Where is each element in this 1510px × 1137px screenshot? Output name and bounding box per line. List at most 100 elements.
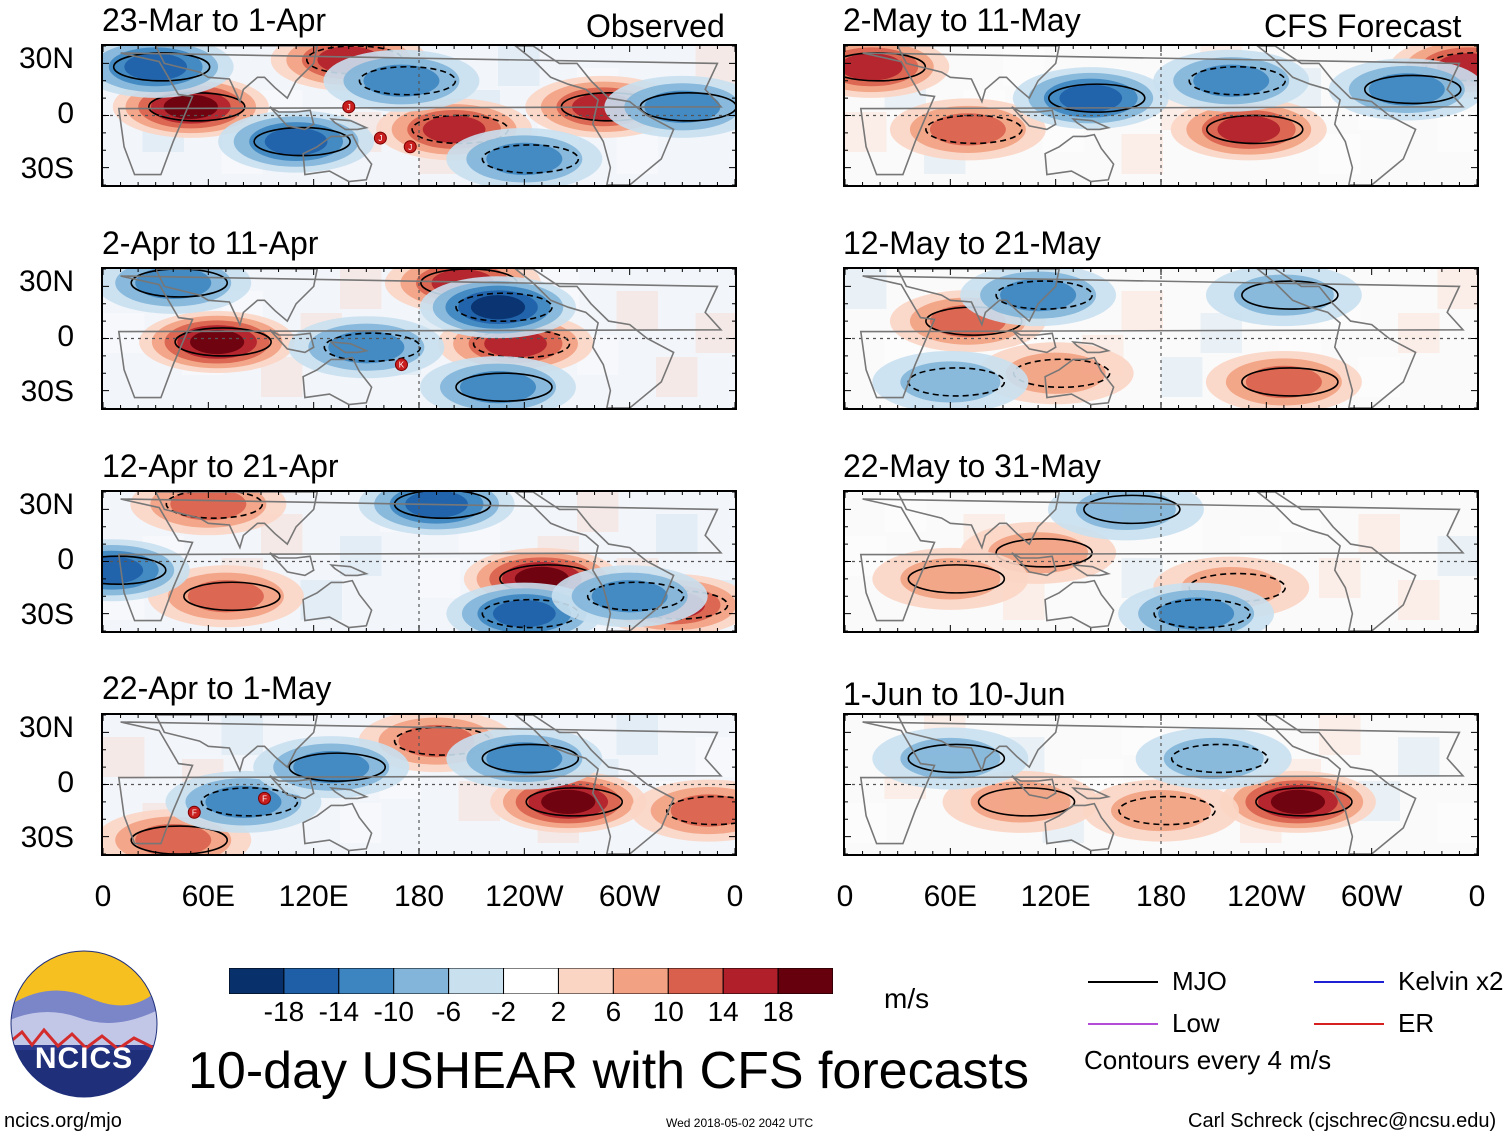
footer-url[interactable]: ncics.org/mjo xyxy=(4,1110,122,1132)
storm-marker-circle xyxy=(394,358,408,372)
panel-p7 xyxy=(843,490,1479,633)
background-band xyxy=(577,492,619,532)
coastline xyxy=(117,275,723,399)
anomaly-negative-blob xyxy=(470,295,526,320)
coastline xyxy=(154,46,319,104)
lon-tick-label: 0 xyxy=(836,880,854,913)
coastline xyxy=(859,721,1465,845)
coastline xyxy=(1071,118,1111,131)
coastline xyxy=(329,341,369,354)
mjo-contour xyxy=(1205,114,1304,145)
panel-plot-p7 xyxy=(845,492,1477,631)
background-band xyxy=(845,269,887,309)
panel-p2: K xyxy=(101,267,737,410)
background-band xyxy=(1437,269,1477,309)
colorbar-label: -2 xyxy=(491,996,516,1027)
legend-line-mjo xyxy=(1088,981,1158,983)
legend-line-low xyxy=(1088,1023,1158,1025)
panel-plot-p1: J J J xyxy=(103,46,735,185)
anomaly-positive-blob xyxy=(187,580,264,613)
colorbar-swatch xyxy=(338,967,395,995)
storm-marker: K xyxy=(394,358,408,372)
panel-plot-p6 xyxy=(845,269,1477,408)
mjo-contour xyxy=(995,280,1093,310)
coastline xyxy=(1256,715,1417,854)
anomaly-negative-blob xyxy=(1059,84,1123,112)
background-band xyxy=(1437,112,1477,152)
storm-marker-circle xyxy=(342,100,356,114)
coastline xyxy=(1071,564,1111,577)
coastline xyxy=(1011,329,1057,354)
colorbar-label: -6 xyxy=(436,996,462,1027)
colorbar-label: 14 xyxy=(707,996,739,1027)
coastline xyxy=(1256,269,1417,408)
lat-tick-label: 0 xyxy=(57,543,74,576)
lon-tick-label: 0 xyxy=(94,880,112,913)
footer-author: Carl Schreck (cjschrec@ncsu.edu) xyxy=(1188,1110,1497,1132)
coastline xyxy=(269,775,315,800)
anomaly-positive-blob xyxy=(541,789,596,814)
coastline xyxy=(329,564,369,577)
storm-marker-circle xyxy=(258,791,272,805)
mjo-contour xyxy=(995,538,1093,568)
panel-title-p3: 12-Apr to 21-Apr xyxy=(102,448,339,484)
background-band xyxy=(1200,313,1242,353)
lon-tick-label: 0 xyxy=(1468,880,1486,913)
mjo-contour xyxy=(1363,74,1462,105)
mjo-contour xyxy=(525,787,624,817)
coastline xyxy=(302,802,373,852)
legend-label: Low xyxy=(1172,1008,1220,1038)
coastline xyxy=(117,52,723,176)
anomaly-negative-blob xyxy=(493,599,556,628)
anomaly-positive-blob xyxy=(422,115,486,144)
mjo-contour xyxy=(455,372,553,402)
coastline xyxy=(1011,552,1057,577)
colorbar-label: 2 xyxy=(550,996,567,1027)
anomaly-negative-blob xyxy=(264,127,328,156)
background-band xyxy=(300,580,342,620)
panel-title-p8: 1-Jun to 10-Jun xyxy=(843,676,1066,712)
storm-marker: J xyxy=(373,131,387,145)
coastline xyxy=(1044,579,1115,629)
mjo-contour xyxy=(1241,367,1339,397)
background-band xyxy=(498,46,540,86)
lon-tick-label: 120W xyxy=(485,880,564,913)
colorbar-swatch xyxy=(612,967,669,995)
mjo-contour xyxy=(977,787,1076,817)
lon-tick-label: 120W xyxy=(1227,880,1306,913)
anomaly-positive-blob xyxy=(1270,789,1326,814)
background-band xyxy=(1358,514,1400,554)
colorbar-label: 10 xyxy=(652,996,684,1027)
figure-title: 10-day USHEAR with CFS forecasts xyxy=(188,1042,1029,1100)
background-band xyxy=(221,715,263,755)
storm-marker: J xyxy=(403,140,417,154)
storm-marker-label: F xyxy=(192,808,197,817)
colorbar-swatch xyxy=(283,967,340,995)
anomaly-negative-blob xyxy=(1158,597,1235,630)
mjo-contour xyxy=(165,492,264,519)
storm-marker: F xyxy=(187,805,201,819)
panel-plot-p5 xyxy=(845,46,1477,185)
anomaly-negative-blob xyxy=(1193,64,1270,97)
panel-p6 xyxy=(843,267,1479,410)
background-band xyxy=(656,357,698,397)
coastline xyxy=(896,46,1061,104)
lon-tick-label: 60W xyxy=(1340,880,1403,913)
mjo-contour xyxy=(481,743,580,774)
anomaly-positive-blob xyxy=(163,94,218,119)
storm-marker: J xyxy=(342,100,356,114)
background-band xyxy=(340,269,382,309)
background-band xyxy=(616,715,658,755)
colorbar-swatch xyxy=(777,967,834,995)
anomaly-negative-blob xyxy=(293,750,370,784)
coastline xyxy=(1256,492,1417,631)
coastline xyxy=(859,498,1465,622)
anomaly-negative-blob xyxy=(1368,73,1445,106)
legend-line-er xyxy=(1314,1023,1384,1025)
background-band xyxy=(1358,357,1400,397)
colorbar-label: -14 xyxy=(318,996,360,1027)
background-band xyxy=(340,536,382,576)
mjo-contour xyxy=(907,743,1006,774)
anomaly-positive-blob xyxy=(845,53,903,81)
